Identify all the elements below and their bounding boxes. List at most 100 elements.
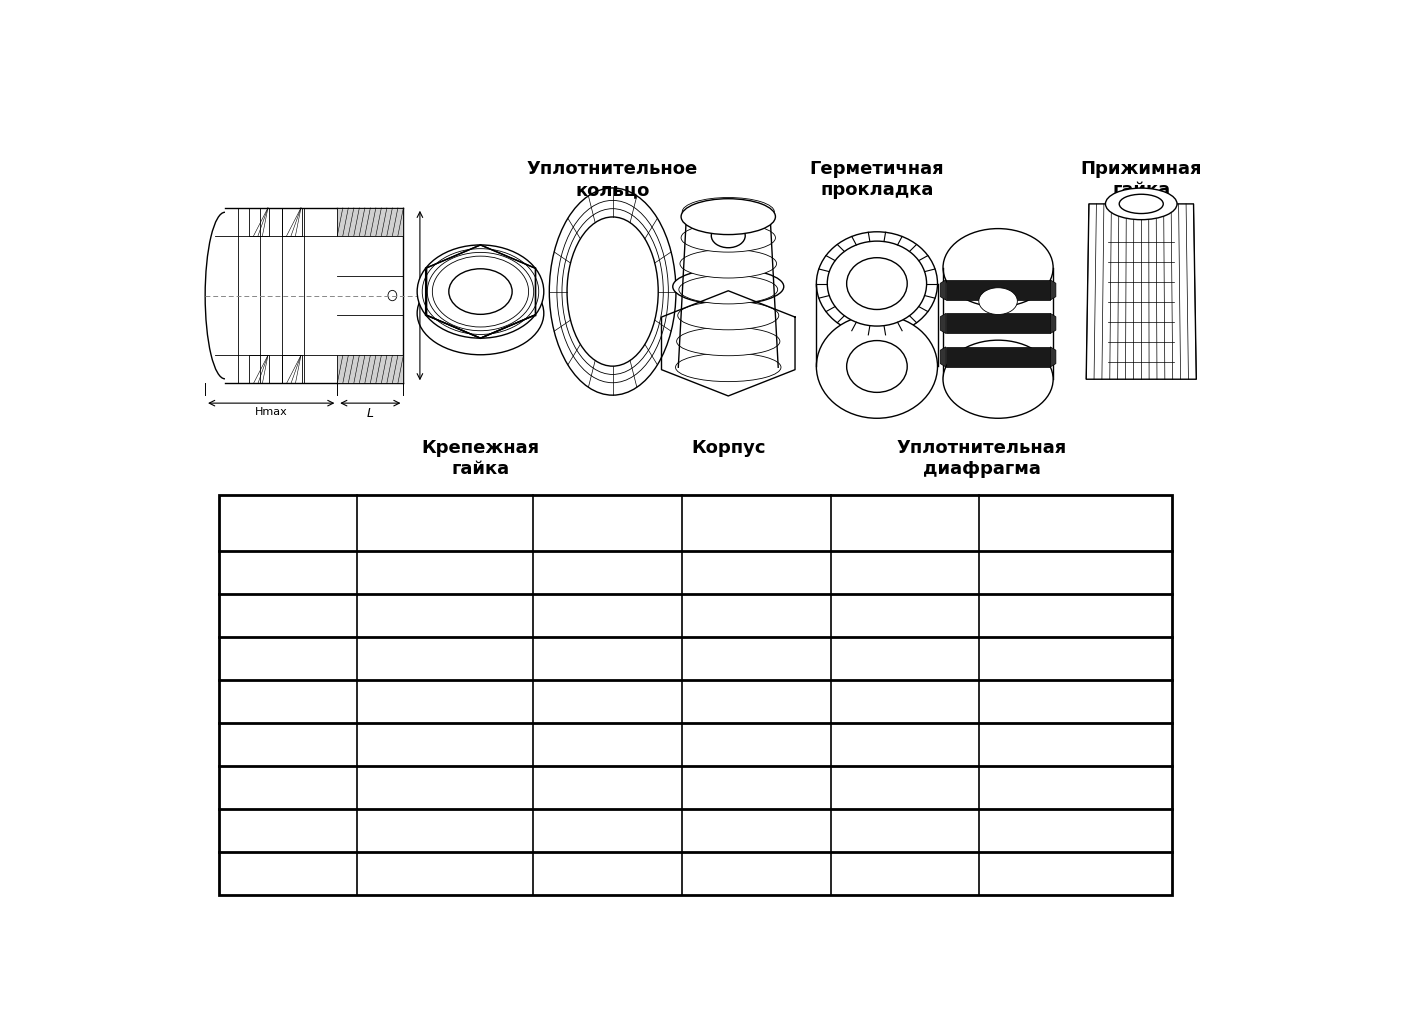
Ellipse shape [676, 327, 780, 356]
Ellipse shape [567, 217, 658, 366]
Ellipse shape [827, 241, 926, 326]
Text: 64/68: 64/68 [1050, 864, 1101, 882]
Text: MODEL: MODEL [253, 513, 323, 532]
Ellipse shape [817, 232, 938, 335]
Bar [946, 347, 1050, 367]
Text: 22: 22 [1064, 649, 1087, 668]
Polygon shape [941, 347, 946, 367]
Text: MG40: MG40 [260, 778, 317, 796]
Ellipse shape [681, 249, 776, 278]
Text: Spanner Size A/F
(mm): Spanner Size A/F (mm) [993, 503, 1160, 542]
Text: 57/55: 57/55 [1050, 822, 1101, 839]
Polygon shape [283, 355, 303, 383]
Polygon shape [941, 279, 946, 300]
Text: 13: 13 [597, 864, 618, 882]
Ellipse shape [418, 245, 544, 338]
Ellipse shape [550, 188, 676, 395]
Text: Уплотнительное
кольцо: Уплотнительное кольцо [527, 160, 698, 199]
Text: MG63: MG63 [260, 864, 317, 882]
Bar [946, 279, 1050, 300]
Text: 24/27: 24/27 [1052, 692, 1101, 710]
Polygon shape [249, 208, 269, 236]
Bar [219, 495, 1172, 895]
Text: 19: 19 [745, 563, 767, 581]
Text: D: D [428, 289, 438, 302]
Text: 49.5: 49.5 [885, 822, 924, 839]
Text: 31: 31 [746, 778, 767, 796]
Ellipse shape [712, 224, 745, 247]
Text: MG25: MG25 [260, 692, 317, 710]
Text: Прижимная
гайка: Прижимная гайка [1080, 160, 1202, 199]
Ellipse shape [681, 199, 776, 235]
Text: MG20: MG20 [260, 649, 317, 668]
Text: 10-14.0: 10-14.0 [412, 692, 479, 710]
Text: MG16: MG16 [260, 607, 317, 624]
Text: 40: 40 [1064, 778, 1087, 796]
Text: 31.5: 31.5 [885, 735, 924, 753]
Text: Hmax: Hmax [254, 407, 287, 417]
Text: Уплотнительная
диафрагма: Уплотнительная диафрагма [897, 439, 1067, 478]
Ellipse shape [681, 224, 776, 253]
Text: 24.5: 24.5 [885, 692, 924, 710]
Ellipse shape [1120, 195, 1164, 213]
Text: D  (mm): D (mm) [865, 513, 945, 532]
Ellipse shape [979, 288, 1017, 315]
Text: 22: 22 [746, 649, 767, 668]
Text: 37-44: 37-44 [421, 864, 470, 882]
Ellipse shape [449, 269, 512, 315]
Text: 8: 8 [603, 649, 614, 668]
Polygon shape [1086, 204, 1196, 379]
Text: 29: 29 [745, 735, 767, 753]
Ellipse shape [672, 269, 784, 304]
Ellipse shape [678, 301, 779, 330]
Ellipse shape [817, 315, 938, 418]
Text: 22-30: 22-30 [421, 778, 470, 796]
Polygon shape [1050, 314, 1056, 333]
Text: Герметичная
прокладка: Герметичная прокладка [810, 160, 944, 199]
Ellipse shape [418, 272, 544, 355]
Ellipse shape [679, 275, 777, 304]
Ellipse shape [944, 229, 1053, 306]
Text: 8.5: 8.5 [594, 692, 621, 710]
Ellipse shape [388, 291, 396, 301]
Ellipse shape [675, 353, 782, 382]
Text: Крепежная
гайка: Крепежная гайка [422, 439, 540, 478]
Ellipse shape [340, 228, 347, 236]
Text: 15.1: 15.1 [885, 607, 924, 624]
Text: 6.2: 6.2 [594, 563, 621, 581]
Text: 37: 37 [746, 822, 767, 839]
Polygon shape [1050, 347, 1056, 367]
Text: 25: 25 [746, 692, 767, 710]
Bar [337, 355, 404, 383]
Text: H  (mm): H (mm) [718, 513, 796, 532]
Bar [946, 314, 1050, 333]
Ellipse shape [847, 341, 907, 392]
Text: 19.6: 19.6 [885, 649, 925, 668]
Polygon shape [249, 355, 269, 383]
Polygon shape [1050, 279, 1056, 300]
Text: 6-12.0: 6-12.0 [418, 649, 473, 668]
Text: MG50: MG50 [260, 822, 317, 839]
Text: 32-38: 32-38 [421, 822, 470, 839]
Text: 18: 18 [1064, 607, 1087, 624]
Text: 11.5: 11.5 [885, 563, 924, 581]
Text: 9.5: 9.5 [594, 735, 621, 753]
Text: Cable  Range: Cable Range [381, 513, 510, 532]
Text: 15-22: 15-22 [421, 735, 470, 753]
Text: 10.6: 10.6 [588, 778, 627, 796]
Text: Корпус: Корпус [691, 439, 766, 457]
Ellipse shape [682, 198, 774, 227]
Polygon shape [283, 208, 303, 236]
Text: 63: 63 [894, 864, 917, 882]
Text: 35: 35 [1064, 735, 1087, 753]
Text: L  (mm): L (mm) [570, 513, 645, 532]
Text: 7.5: 7.5 [594, 607, 621, 624]
Ellipse shape [944, 341, 1053, 418]
Text: 3-6.5: 3-6.5 [422, 563, 468, 581]
Text: 20: 20 [746, 607, 767, 624]
Text: MG32: MG32 [260, 735, 317, 753]
Text: 4-8.0: 4-8.0 [423, 607, 468, 624]
Polygon shape [941, 314, 946, 333]
Text: MG12: MG12 [260, 563, 317, 581]
Ellipse shape [1106, 188, 1177, 219]
